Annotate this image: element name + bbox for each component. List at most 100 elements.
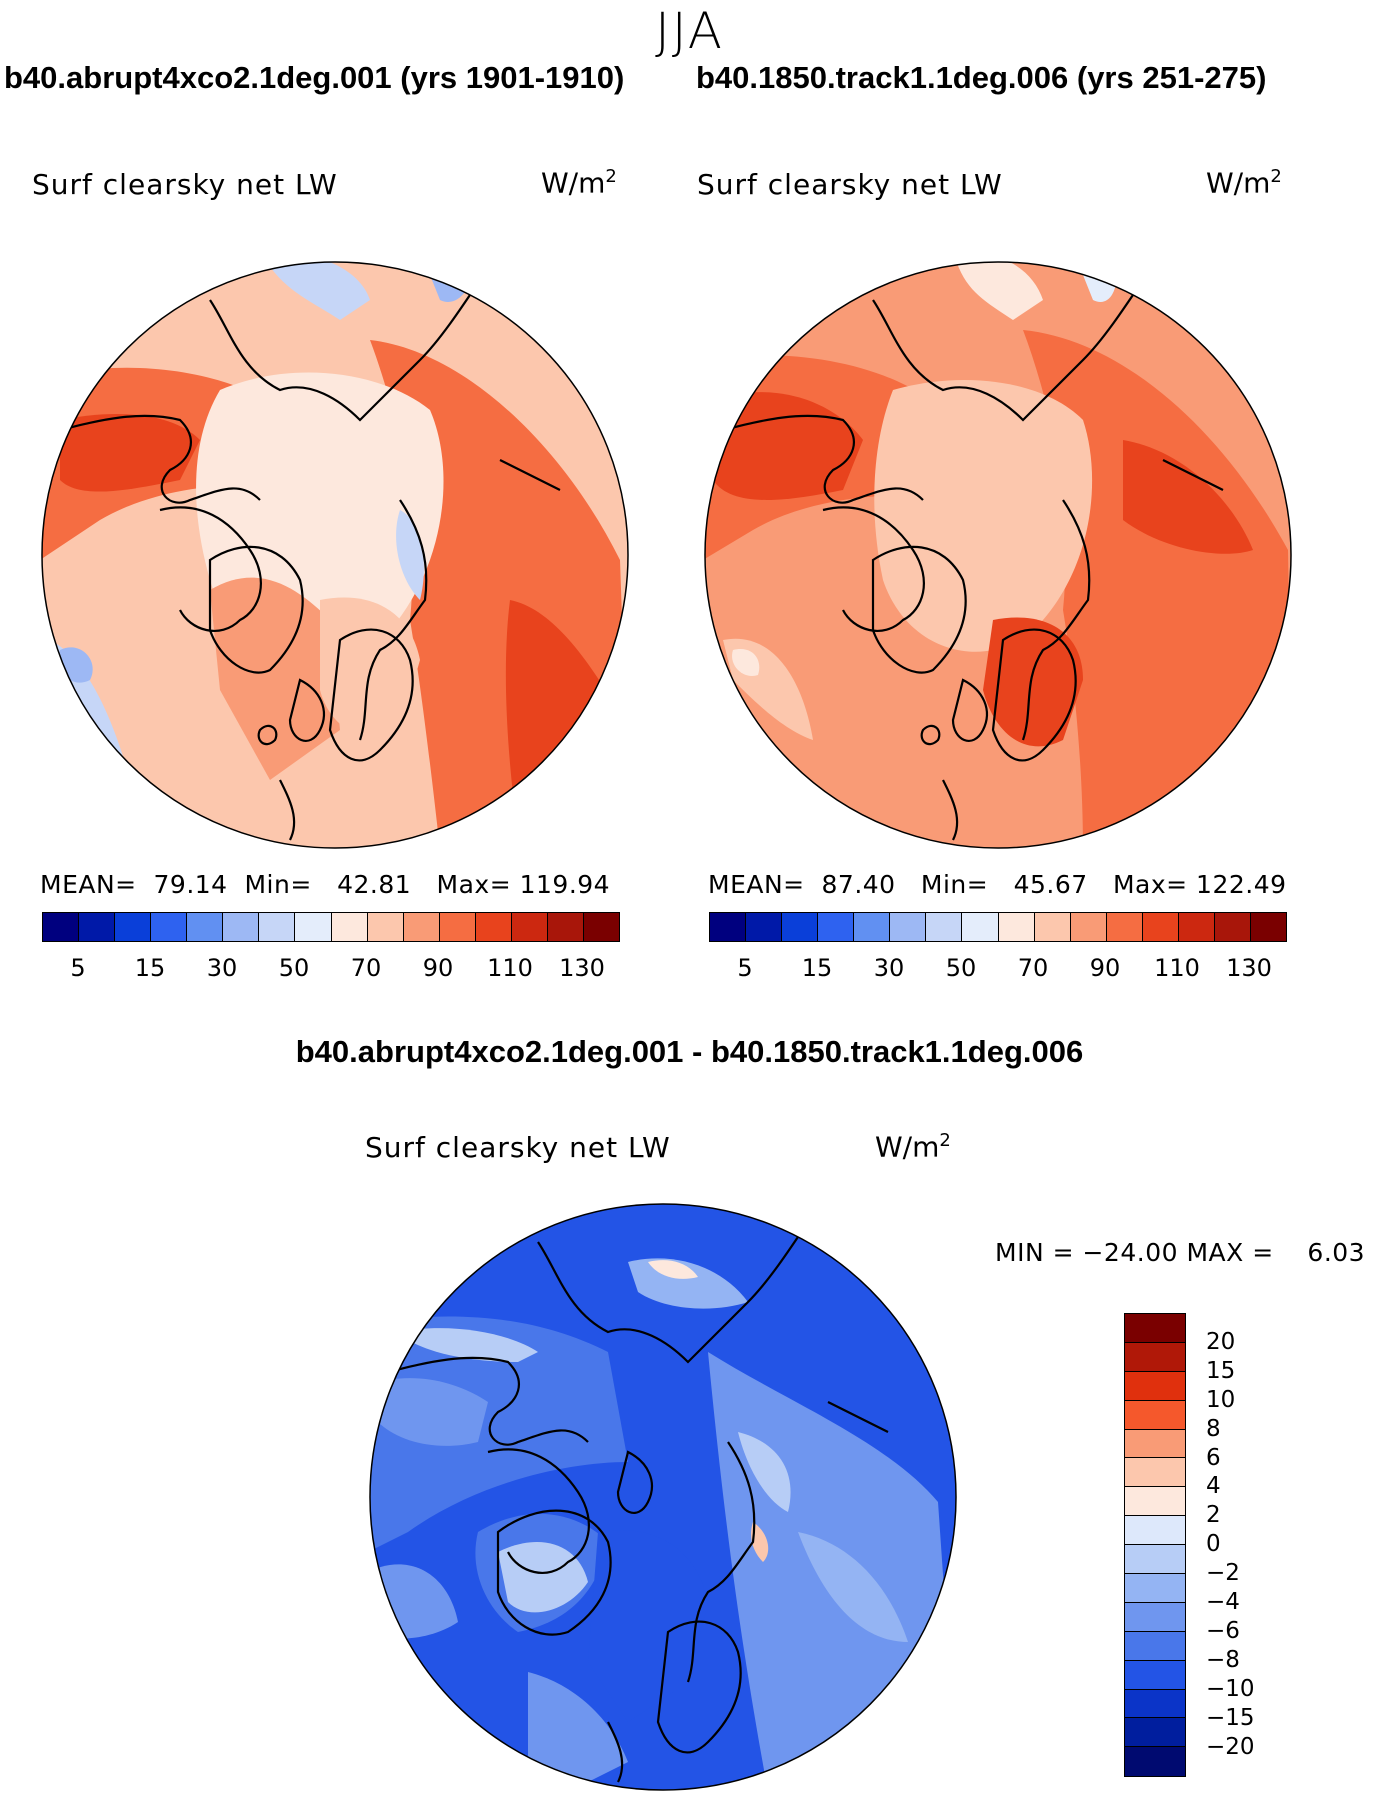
- colorbar-segment: [1125, 1314, 1185, 1343]
- colorbar-tick-label: −4: [1206, 1589, 1240, 1615]
- panel2-colorbar: [709, 912, 1287, 942]
- colorbar-segment: [151, 913, 188, 941]
- colorbar-tick-label: 15: [801, 954, 833, 982]
- colorbar-segment: [1125, 1631, 1185, 1661]
- panel2-case-title: b40.1850.track1.1deg.006 (yrs 251-275): [696, 60, 1267, 95]
- colorbar-tick-label: 15: [1206, 1357, 1236, 1384]
- colorbar-segment: [1125, 1371, 1185, 1401]
- colorbar-tick-label: 4: [1206, 1473, 1221, 1500]
- colorbar-segment: [403, 913, 440, 941]
- colorbar-tick-label: 50: [278, 954, 310, 982]
- panel2-variable-title: Surf clearsky net LW: [697, 168, 1003, 201]
- colorbar-segment: [710, 913, 747, 941]
- colorbar-tick-label: 50: [945, 954, 977, 982]
- colorbar-segment: [926, 913, 963, 941]
- panel1-polar-map: [41, 261, 629, 849]
- colorbar-tick-label: 5: [737, 954, 753, 982]
- colorbar-segment: [187, 913, 224, 941]
- season-title: JJA: [655, 2, 724, 60]
- colorbar-segment: [1125, 1574, 1185, 1603]
- colorbar-segment: [818, 913, 855, 941]
- colorbar-segment: [331, 913, 368, 941]
- colorbar-tick-label: 110: [487, 954, 533, 982]
- colorbar-tick-label: 6: [1206, 1444, 1221, 1471]
- colorbar-segment: [511, 913, 548, 941]
- colorbar-segment: [890, 913, 927, 941]
- colorbar-segment: [1125, 1747, 1185, 1777]
- diff-units: W/m2: [875, 1130, 951, 1164]
- colorbar-segment: [1142, 913, 1179, 941]
- colorbar-tick-label: −15: [1206, 1704, 1255, 1731]
- diff-title: b40.abrupt4xco2.1deg.001 - b40.1850.trac…: [295, 1034, 1084, 1069]
- colorbar-segment: [1125, 1689, 1185, 1719]
- colorbar-segment: [1125, 1602, 1185, 1632]
- colorbar-tick-label: 0: [1206, 1531, 1221, 1558]
- colorbar-segment: [1125, 1458, 1185, 1488]
- colorbar-segment: [259, 913, 296, 941]
- colorbar-segment: [1125, 1342, 1185, 1372]
- panel1-stats: MEAN= 79.14 Min= 42.81 Max= 119.94: [40, 870, 611, 899]
- colorbar-segment: [367, 913, 404, 941]
- panel1-units: W/m2: [541, 166, 617, 200]
- colorbar-segment: [746, 913, 783, 941]
- colorbar-segment: [115, 913, 152, 941]
- colorbar-tick-label: 10: [1206, 1386, 1236, 1413]
- colorbar-tick-label: 5: [70, 954, 86, 982]
- colorbar-segment: [1125, 1718, 1185, 1748]
- colorbar-segment: [1034, 913, 1071, 941]
- panel2-colorbar-ticks: 5 15 30 50 70 90 110 130: [709, 954, 1285, 984]
- colorbar-tick-label: 2: [1206, 1502, 1221, 1529]
- colorbar-segment: [1070, 913, 1107, 941]
- colorbar-segment: [1214, 913, 1251, 941]
- panel2-polar-map: [704, 261, 1292, 849]
- diff-minmax: MIN = −24.00 MAX = 6.03: [995, 1238, 1366, 1267]
- colorbar-segment: [1125, 1516, 1185, 1546]
- colorbar-segment: [1125, 1487, 1185, 1517]
- colorbar-segment: [1125, 1400, 1185, 1430]
- colorbar-segment: [854, 913, 891, 941]
- colorbar-tick-label: 70: [350, 954, 382, 982]
- colorbar-segment: [439, 913, 476, 941]
- colorbar-segment: [223, 913, 260, 941]
- diff-polar-map: [369, 1203, 957, 1791]
- colorbar-segment: [962, 913, 999, 941]
- colorbar-tick-label: 70: [1017, 954, 1049, 982]
- colorbar-tick-label: 130: [559, 954, 605, 982]
- colorbar-tick-label: −10: [1206, 1675, 1255, 1702]
- diff-variable-title: Surf clearsky net LW: [365, 1131, 671, 1164]
- colorbar-tick-label: −20: [1206, 1733, 1255, 1760]
- colorbar-segment: [1178, 913, 1215, 941]
- colorbar-segment: [782, 913, 819, 941]
- colorbar-tick-label: 90: [1089, 954, 1121, 982]
- panel1-variable-title: Surf clearsky net LW: [32, 168, 338, 201]
- colorbar-segment: [1106, 913, 1143, 941]
- panel1-case-title: b40.abrupt4xco2.1deg.001 (yrs 1901-1910): [4, 60, 625, 95]
- panel1-colorbar: [42, 912, 620, 942]
- panel2-stats: MEAN= 87.40 Min= 45.67 Max= 122.49: [708, 870, 1287, 899]
- colorbar-segment: [1125, 1660, 1185, 1690]
- colorbar-segment: [998, 913, 1035, 941]
- panel1-colorbar-ticks: 5 15 30 50 70 90 110 130: [42, 954, 618, 984]
- diff-colorbar-ticks: 20 15 10 8 6 4 2 0 −2 −4 −6 −8 −10 −15 −20: [1192, 1313, 1272, 1783]
- colorbar-segment: [1125, 1545, 1185, 1575]
- colorbar-segment: [475, 913, 512, 941]
- colorbar-tick-label: 110: [1154, 954, 1200, 982]
- colorbar-tick-label: −2: [1206, 1560, 1240, 1587]
- colorbar-segment: [79, 913, 116, 941]
- colorbar-segment: [295, 913, 332, 941]
- colorbar-tick-label: −8: [1206, 1646, 1240, 1673]
- colorbar-tick-label: 30: [873, 954, 905, 982]
- colorbar-tick-label: −6: [1206, 1617, 1240, 1644]
- colorbar-segment: [1250, 913, 1286, 941]
- colorbar-segment: [547, 913, 584, 941]
- colorbar-tick-label: 15: [134, 954, 166, 982]
- panel2-units: W/m2: [1206, 166, 1282, 200]
- colorbar-tick-label: 90: [422, 954, 454, 982]
- colorbar-tick-label: 130: [1226, 954, 1272, 982]
- colorbar-tick-label: 30: [206, 954, 238, 982]
- diff-colorbar: [1124, 1313, 1186, 1778]
- colorbar-segment: [583, 913, 619, 941]
- colorbar-segment: [1125, 1429, 1185, 1459]
- colorbar-segment: [43, 913, 80, 941]
- colorbar-tick-label: 8: [1206, 1415, 1221, 1442]
